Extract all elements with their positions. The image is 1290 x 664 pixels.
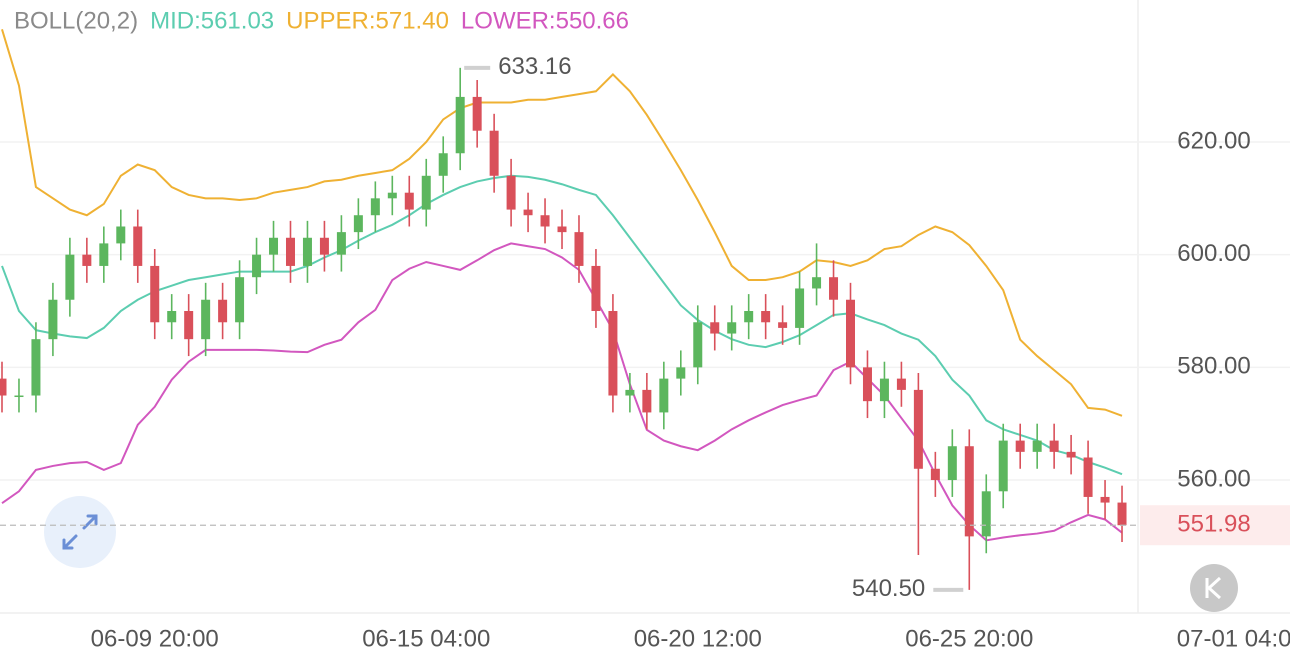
candle-body (1049, 440, 1059, 452)
candle-body (761, 311, 771, 323)
expand-icon (62, 514, 98, 550)
x-tick-label: 06-25 20:00 (905, 625, 1033, 652)
candle-body (1117, 502, 1127, 526)
candle-body (201, 299, 211, 340)
candle-body (879, 378, 889, 402)
candle-body (353, 215, 363, 233)
candle-body (14, 395, 24, 398)
candle-body (523, 209, 533, 216)
legend-entry: MID:561.03 (150, 7, 274, 34)
candle-body (659, 378, 669, 413)
candle-body (133, 226, 143, 266)
candle-body (642, 389, 652, 413)
candle-body (387, 192, 397, 199)
candle-body (1066, 451, 1076, 458)
low-label: 540.50 (852, 575, 925, 602)
candle-body (574, 232, 584, 266)
candle-body (930, 468, 940, 481)
candle-body (150, 265, 160, 323)
last-price-label: 551.98 (1177, 511, 1250, 538)
candle-body (557, 226, 567, 233)
candle-body (829, 277, 839, 300)
candle-body (727, 322, 737, 334)
expand-circle (44, 496, 116, 568)
legend-entry: LOWER:550.66 (461, 7, 629, 34)
candle-body (370, 198, 380, 216)
indicator-label: BOLL(20,2) (14, 7, 138, 34)
x-tick-label: 06-09 20:00 (91, 625, 219, 652)
candle-body (252, 254, 262, 278)
candle-body (608, 311, 618, 396)
y-tick-label: 620.00 (1177, 127, 1250, 154)
candle-body (1100, 496, 1110, 503)
band-line (1, 242, 1123, 542)
candle-body (812, 277, 822, 289)
candle-body (184, 311, 194, 340)
candle-body (421, 175, 431, 210)
candle-body (964, 446, 974, 537)
y-tick-label: 600.00 (1177, 240, 1250, 267)
k-button[interactable] (1190, 564, 1238, 612)
candle-body (540, 215, 550, 227)
high-label: 633.16 (498, 53, 571, 80)
candle-body (710, 322, 720, 334)
candle-body (676, 367, 686, 379)
candle-body (269, 237, 279, 255)
candle-body (744, 311, 754, 323)
candle-body (285, 237, 295, 266)
candle-body (1015, 440, 1025, 452)
legend-entry: UPPER:571.40 (286, 7, 449, 34)
y-tick-label: 580.00 (1177, 353, 1250, 380)
candle-body (438, 153, 448, 176)
candle-body (778, 322, 788, 328)
candle-body (913, 389, 923, 469)
candle-body (506, 175, 516, 210)
candle-body (472, 96, 482, 131)
candle-body (455, 96, 465, 154)
candle-body (404, 192, 414, 210)
x-tick-label: 06-20 12:00 (634, 625, 762, 652)
candle-body (65, 254, 75, 300)
candle-body (218, 299, 228, 323)
candle-body (896, 378, 906, 390)
k-circle (1190, 564, 1238, 612)
last-price-tag (1140, 505, 1290, 546)
candle-body (336, 232, 346, 255)
candle-body (319, 237, 329, 255)
candle-body (1083, 457, 1093, 497)
candle-body (795, 288, 805, 328)
x-tick-label: 07-01 04:00 (1177, 625, 1290, 652)
candle-body (302, 237, 312, 266)
candle-body (235, 277, 245, 323)
candle-body (981, 491, 991, 537)
candle-body (48, 299, 58, 340)
legend: BOLL(20,2) MID:561.03 UPPER:571.40 LOWER:5… (14, 7, 629, 34)
candle-body (0, 378, 7, 396)
k-icon (1205, 576, 1222, 600)
candle-body (99, 243, 109, 266)
y-tick-label: 560.00 (1177, 465, 1250, 492)
candle-body (167, 311, 177, 323)
band-line (1, 174, 1123, 476)
candle-body (489, 130, 499, 176)
candle-body (591, 265, 601, 312)
candle-body (116, 226, 126, 244)
candle-body (31, 339, 41, 396)
candle-body (947, 446, 957, 481)
candle-body (862, 367, 872, 402)
expand-button[interactable] (44, 496, 116, 568)
x-tick-label: 06-15 04:00 (362, 625, 490, 652)
candle-body (846, 299, 855, 368)
candle-body (1032, 440, 1042, 452)
candle-body (625, 389, 635, 396)
band-line (1, 29, 1123, 417)
candle-body (693, 322, 703, 368)
candle-body (998, 440, 1008, 492)
candle-body (82, 254, 92, 266)
